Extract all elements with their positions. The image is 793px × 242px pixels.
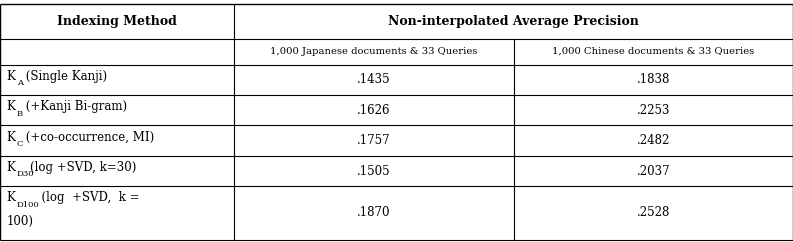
Text: .2253: .2253: [637, 104, 670, 117]
Text: .1838: .1838: [637, 73, 670, 86]
Text: .2037: .2037: [637, 165, 670, 178]
Text: .1435: .1435: [357, 73, 391, 86]
Text: (Single Kanji): (Single Kanji): [21, 70, 107, 83]
Text: K: K: [6, 131, 15, 144]
Text: .2482: .2482: [637, 134, 670, 147]
Text: 100): 100): [6, 215, 33, 228]
Text: .1505: .1505: [357, 165, 391, 178]
Text: D30: D30: [17, 170, 34, 178]
Text: .1870: .1870: [357, 206, 391, 219]
Text: (log  +SVD,  k =: (log +SVD, k =: [34, 191, 140, 204]
Text: K: K: [6, 100, 15, 113]
Text: (+Kanji Bi-gram): (+Kanji Bi-gram): [21, 100, 127, 113]
Text: 1,000 Chinese documents & 33 Queries: 1,000 Chinese documents & 33 Queries: [552, 47, 755, 56]
Text: K: K: [6, 191, 15, 204]
Text: Non-interpolated Average Precision: Non-interpolated Average Precision: [388, 15, 639, 28]
Text: D100: D100: [17, 201, 40, 209]
Text: K: K: [6, 161, 15, 174]
Text: .1626: .1626: [357, 104, 391, 117]
Text: .2528: .2528: [637, 206, 670, 219]
Text: 1,000 Japanese documents & 33 Queries: 1,000 Japanese documents & 33 Queries: [270, 47, 477, 56]
Text: B: B: [17, 110, 23, 118]
Text: K: K: [6, 70, 15, 83]
Text: Indexing Method: Indexing Method: [57, 15, 177, 28]
Text: (log +SVD, k=30): (log +SVD, k=30): [30, 161, 136, 174]
Text: C: C: [17, 140, 23, 148]
Text: .1757: .1757: [357, 134, 391, 147]
Text: (+co-occurrence, MI): (+co-occurrence, MI): [21, 131, 154, 144]
Text: A: A: [17, 79, 23, 87]
